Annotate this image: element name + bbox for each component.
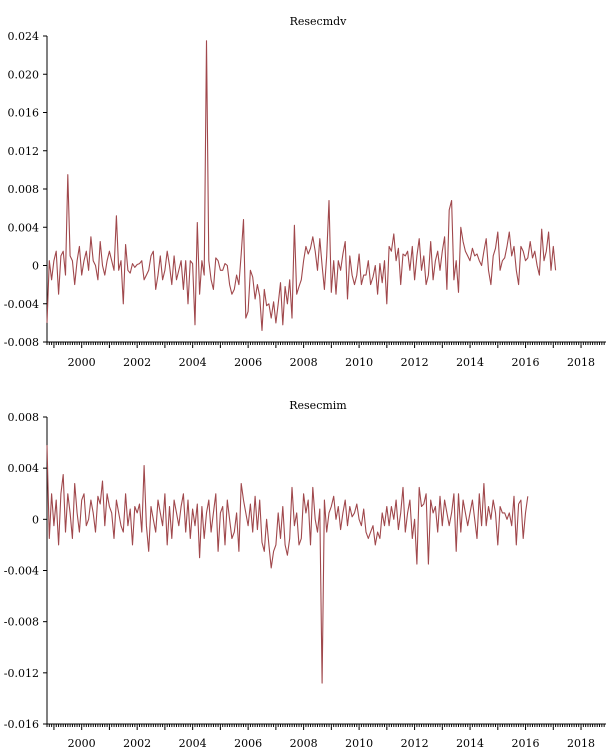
y-tick-label: -0.008 [4, 336, 39, 349]
x-tick-label: 2010 [345, 356, 373, 369]
y-tick-label: 0.016 [8, 107, 40, 120]
y-tick-label: 0.012 [8, 145, 40, 158]
y-tick-label: -0.016 [4, 718, 39, 731]
y-tick-label: 0.008 [8, 411, 40, 424]
series-line [46, 445, 529, 684]
y-tick-label: 0 [32, 260, 39, 273]
x-tick-label: 2000 [68, 356, 96, 369]
x-tick-label: 2002 [123, 356, 151, 369]
chart-resecmim: Resecmim 0.008 0.004 0 -0.004 -0.008 -0.012 -0… [4, 399, 606, 750]
x-tick-label: 2010 [345, 737, 373, 750]
x-tick-label: 2016 [512, 737, 540, 750]
x-tick-label: 2002 [123, 737, 151, 750]
y-tick-label: 0.024 [8, 30, 40, 43]
y-tick-label: -0.008 [4, 616, 39, 629]
x-tick-label: 2008 [290, 356, 318, 369]
x-tick-label: 2018 [567, 356, 595, 369]
y-tick-label: -0.012 [4, 667, 39, 680]
chart-title: Resecmdv [290, 15, 348, 28]
x-tick-label: 2014 [456, 737, 484, 750]
x-tick-label: 2012 [401, 737, 429, 750]
x-tick-label: 2014 [456, 356, 484, 369]
x-tick-label: 2004 [179, 356, 207, 369]
y-tick-label: 0.008 [8, 183, 40, 196]
y-tick-label: 0.020 [8, 68, 40, 81]
x-tick-label: 2018 [567, 737, 595, 750]
series-line [46, 40, 557, 332]
x-tick-label: 2000 [68, 737, 96, 750]
x-tick-label: 2006 [234, 356, 262, 369]
y-tick-label: -0.004 [4, 565, 39, 578]
x-tick-label: 2006 [234, 737, 262, 750]
x-tick-label: 2008 [290, 737, 318, 750]
y-tick-label: 0.004 [8, 462, 40, 475]
x-tick-label: 2012 [401, 356, 429, 369]
x-tick-label: 2016 [512, 356, 540, 369]
x-tick-label: 2004 [179, 737, 207, 750]
y-tick-label: 0 [32, 513, 39, 526]
y-tick-label: 0.004 [8, 221, 40, 234]
chart-title: Resecmim [289, 399, 347, 412]
y-tick-label: -0.004 [4, 298, 39, 311]
chart-resecmdv: Resecmdv 0.024 0.020 0.016 0.012 0.008 0.004 0… [4, 15, 606, 369]
